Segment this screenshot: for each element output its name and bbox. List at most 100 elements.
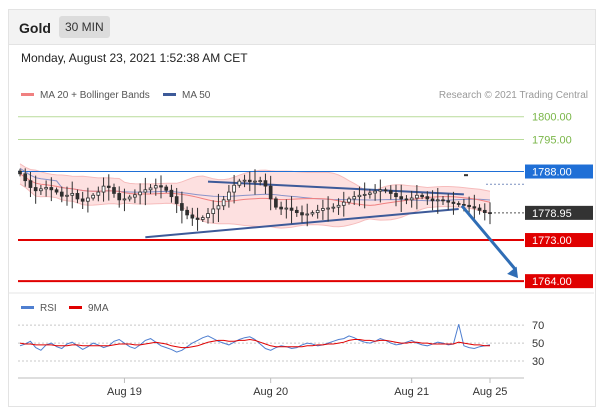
ma20-legend-swatch [21, 93, 34, 96]
ma50-legend-swatch [163, 93, 176, 96]
candle-body [138, 191, 142, 196]
rsi-tick-30: 30 [532, 356, 544, 368]
trendline-upper [207, 180, 464, 196]
candle-body [472, 206, 477, 209]
datetime-label: Monday, August 23, 2021 1:52:38 AM CET [21, 51, 248, 65]
candle-body [200, 217, 205, 220]
rsi-ma-line [19, 338, 490, 349]
candle-body [404, 198, 409, 201]
candle-body [415, 194, 419, 199]
candle-body [394, 193, 398, 198]
widget-header: Gold 30 MIN [9, 10, 595, 45]
candle-body [80, 198, 85, 202]
rsi-legend: RSI 9MA [21, 303, 109, 314]
rsi-tick-70: 70 [532, 320, 544, 332]
candle-body [49, 187, 54, 191]
forecast-arrow-head [507, 266, 518, 279]
ma50-legend-label: MA 50 [182, 90, 211, 101]
candle-body [388, 190, 393, 194]
rsi-ma-legend-label: 9MA [88, 303, 109, 314]
x-axis: Aug 19 Aug 20 Aug 21 Aug 25 [107, 378, 507, 398]
level-label-1778.95: 1778.95 [532, 208, 572, 220]
trendlines [145, 180, 464, 239]
candle-body [467, 204, 471, 208]
candle-body [174, 196, 179, 204]
level-label-1800.00: 1800.00 [532, 112, 572, 124]
price-levels [18, 116, 524, 283]
candle-body [159, 185, 163, 188]
candle-body [164, 186, 169, 191]
candle-body [378, 189, 383, 192]
candle-body [373, 190, 377, 194]
candle-body [23, 173, 28, 182]
rsi-line [19, 324, 491, 353]
candle-body [195, 217, 200, 220]
ma20-legend-label: MA 20 + Bollinger Bands [40, 90, 150, 101]
candle-body [127, 196, 132, 200]
candle-body [117, 193, 122, 201]
candle-body [65, 194, 69, 197]
candle-body [305, 213, 310, 216]
candle-body [258, 180, 263, 183]
candle-body [488, 212, 492, 215]
candle-body [59, 191, 64, 197]
candle-body [96, 191, 101, 196]
candle-body [247, 179, 252, 182]
candle-body [289, 207, 294, 211]
candle-body [253, 180, 257, 183]
candle-body [331, 206, 336, 209]
rsi-ma-legend-swatch [69, 306, 82, 309]
candle-body [362, 193, 367, 196]
candle-body [357, 194, 362, 198]
candle-body [399, 196, 404, 200]
level-label-1795.00: 1795.00 [532, 135, 572, 147]
candle-body [326, 207, 330, 210]
candle-body [106, 185, 111, 188]
candle-body [206, 213, 210, 219]
candle-body [122, 198, 127, 201]
candle-body [211, 208, 216, 214]
candle-body [420, 194, 424, 198]
candle-body [190, 214, 195, 219]
forecast-arrow-shaft [460, 204, 518, 272]
candle-body [112, 187, 116, 194]
trendline-lower [145, 207, 459, 239]
candle-body [368, 192, 372, 195]
level-tag-1788.00 [525, 164, 593, 179]
candle-body [482, 209, 487, 214]
x-tick-label: Aug 20 [253, 386, 288, 398]
level-tag-1773.00 [525, 233, 593, 248]
rsi-legend-swatch [21, 306, 34, 309]
candle-body [383, 189, 388, 192]
candle-body [153, 185, 158, 189]
level-labels: 1800.00 1795.00 1788.00 1778.95 1773.00 1764.… [525, 112, 593, 289]
candle-body [18, 170, 22, 175]
candle-body [221, 199, 226, 207]
instrument-title: Gold [19, 20, 51, 36]
candle-body [232, 184, 236, 193]
candle-body [435, 199, 440, 202]
candle-body [310, 212, 315, 215]
candle-body [242, 179, 247, 182]
candle-body [185, 209, 189, 216]
x-tick-label: Aug 25 [473, 386, 508, 398]
timeframe-badge[interactable]: 30 MIN [59, 16, 110, 38]
candle-body [462, 204, 466, 206]
candle-body [91, 194, 95, 199]
candle-body [54, 189, 59, 193]
candle-body [341, 201, 346, 206]
candle-body [263, 180, 268, 187]
forecast-arrow [460, 204, 518, 279]
candle-body [300, 212, 304, 216]
candle-body [75, 193, 80, 200]
candle-body [28, 180, 33, 188]
candle-body [33, 187, 38, 192]
candle-body [70, 193, 75, 196]
candle-body [237, 180, 242, 186]
x-tick-label: Aug 19 [107, 386, 142, 398]
candle-body [409, 197, 414, 201]
level-label-1764.00: 1764.00 [532, 276, 572, 288]
level-tag-1778.95 [525, 205, 593, 220]
level-label-1788.00: 1788.00 [532, 167, 572, 179]
candle-body [451, 201, 456, 204]
